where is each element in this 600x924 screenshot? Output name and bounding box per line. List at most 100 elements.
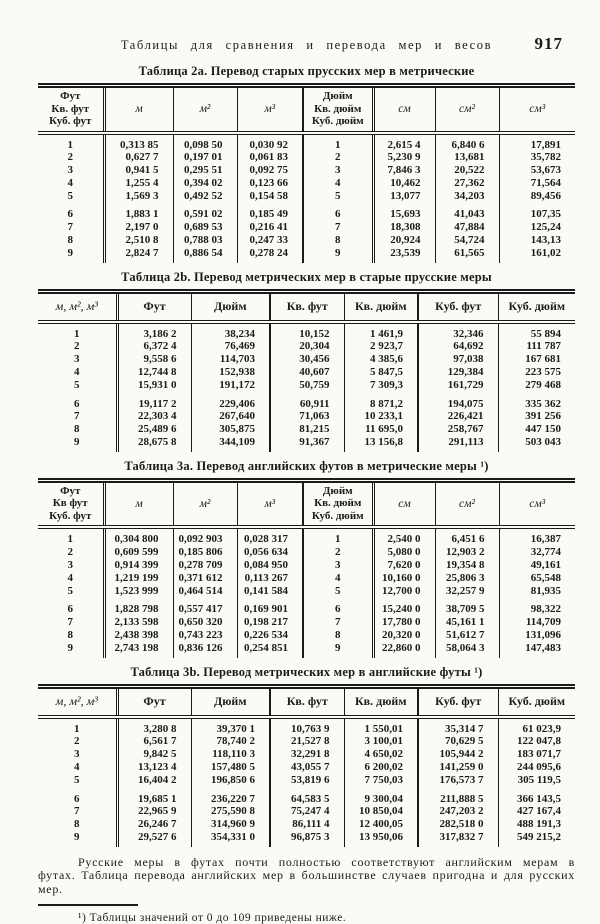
table-row: 8 25,489 6 305,875 81,215 11 695,0 258,767 447… <box>38 423 575 437</box>
table-cell: 141,259 0 <box>417 760 498 774</box>
table-cell: 114,703 <box>190 353 270 367</box>
table-cell: 12,744 8 <box>115 366 191 379</box>
table-cell: 0,394 02 <box>172 176 237 190</box>
col-header-m: м <box>102 480 173 530</box>
table-cell: 3 <box>74 353 80 366</box>
table-cell: 10 233,1 <box>343 410 418 424</box>
table-cell: 78,740 2 <box>190 735 270 749</box>
col-header-cm: см <box>371 85 435 135</box>
col-header-line: Кв. дюйм <box>314 102 362 115</box>
table-cell: 3,280 8 <box>115 716 191 736</box>
table-cell: 71,063 <box>269 410 344 424</box>
table-cell: 0,464 514 <box>172 584 237 598</box>
table-row: 8 26,246 7 314,960 9 86,111 4 12 400,05 282,5… <box>38 818 575 831</box>
table-cell: 2,197 0 <box>102 221 173 235</box>
col-header-line: Куб. фут <box>49 509 92 522</box>
table-cell: 2 <box>302 546 373 559</box>
table-cell: 19,354 8 <box>434 558 499 572</box>
table-cell: 96,875 3 <box>269 830 344 847</box>
col-header-cm3: см³ <box>498 85 575 135</box>
table-cell: 4 <box>67 571 74 584</box>
table-cell: 5 <box>74 773 80 786</box>
table-cell: 0,743 223 <box>172 628 237 642</box>
table-cell: 503 043 <box>497 436 575 452</box>
table-cell: 7 <box>67 221 74 234</box>
table-cell: 13,681 <box>434 151 499 165</box>
table-row: 5 1,523 999 0,464 514 0,141 584 5 12,700 0 32,… <box>38 584 575 598</box>
table-cell: 0,056 634 <box>236 546 303 559</box>
table-cell: 4 <box>302 571 373 585</box>
table-cell: 354,331 0 <box>190 830 270 847</box>
footnote: ¹) Таблицы значений от 0 до 109 приведен… <box>78 912 347 924</box>
table-cell: 5,230 9 <box>371 151 435 165</box>
table-cell: 19,685 1 <box>115 786 191 806</box>
table-cell: 5 <box>67 584 74 597</box>
col-header-cufoot: Куб. фут <box>417 291 498 324</box>
table-cell: 7 <box>302 616 373 629</box>
col-header-line: Куб. дюйм <box>311 115 364 127</box>
table-cell: 3 <box>67 164 74 177</box>
table-cell: 22,965 9 <box>115 805 191 819</box>
table-cell: 6 200,02 <box>343 760 418 774</box>
table-2a-body: 1 0,313 85 0,098 50 0,030 92 1 2,615 4 6,840 6… <box>38 132 575 263</box>
table-cell: 335 362 <box>497 391 575 411</box>
table-cell: 2,438 398 <box>102 628 173 642</box>
table-cell: 6 <box>74 397 80 410</box>
table-row: 8 2,438 398 0,743 223 0,226 534 8 20,320 0 51,… <box>38 628 575 642</box>
table-cell: 35,782 <box>498 151 575 165</box>
table-cell: 147,483 <box>498 641 575 658</box>
table-cell: 2,510 8 <box>102 234 173 247</box>
table-cell: 0,030 92 <box>236 132 303 152</box>
table-cell: 1 461,9 <box>343 321 418 341</box>
table-row: 9 29,527 6 354,331 0 96,875 3 13 950,06 317,8… <box>38 830 575 847</box>
col-header-line: Фут <box>60 484 81 497</box>
table-cell: 6 <box>67 603 74 616</box>
table-cell: 53,673 <box>498 164 575 177</box>
table-cell: 2 <box>302 151 373 165</box>
table-row: 6 19,117 2 229,406 60,911 8 871,2 194,075 335 … <box>38 391 575 411</box>
table-cell: 20,522 <box>434 164 499 177</box>
table-cell: 49,161 <box>498 558 575 572</box>
table-cell: 247,203 2 <box>417 805 498 819</box>
table-cell: 0,914 399 <box>102 558 173 572</box>
table-cell: 29,527 6 <box>115 830 191 847</box>
col-header-cm: см <box>371 480 435 530</box>
table-cell: 1 550,01 <box>343 716 418 736</box>
col-header-foot: Фут <box>115 686 191 719</box>
table-cell: 0,061 83 <box>236 151 303 165</box>
table-cell: 447 150 <box>497 423 575 437</box>
table-cell: 305 119,5 <box>497 773 575 787</box>
table-cell: 25,489 6 <box>115 423 191 437</box>
col-header-cm3: см³ <box>498 480 575 530</box>
table-cell: 0,092 75 <box>236 164 303 177</box>
col-header-cm2: см² <box>434 480 499 530</box>
col-header-cuinch: Куб. дюйм <box>497 686 575 719</box>
table-cell: 76,469 <box>190 340 270 354</box>
table-cell: 22,860 0 <box>371 641 435 658</box>
table-row: 5 1,569 3 0,492 52 0,154 58 5 13,077 34,203 89,… <box>38 189 575 203</box>
table-cell: 0,278 24 <box>236 246 303 263</box>
table-cell: 41,043 <box>434 202 499 222</box>
table-cell: 0,254 851 <box>236 641 303 658</box>
table-cell: 105,944 2 <box>417 748 498 761</box>
table-cell: 8 <box>302 234 373 247</box>
table-cell: 6 <box>302 202 373 222</box>
table-3b: м, м², м³ Фут Дюйм Кв. фут Кв. дюйм Куб.… <box>38 683 575 847</box>
table-cell: 6,561 7 <box>115 735 191 749</box>
table-cell: 7 <box>74 805 80 818</box>
table-cell: 47,884 <box>434 221 499 235</box>
table-cell: 488 191,3 <box>497 818 575 831</box>
table-cell: 11 695,0 <box>343 423 418 437</box>
table-cell: 6 <box>67 208 74 221</box>
table-cell: 2,615 4 <box>371 132 435 152</box>
table-cell: 64,692 <box>417 340 498 354</box>
table-cell: 8 <box>74 818 80 831</box>
table-cell: 55 894 <box>497 321 575 341</box>
table-cell: 61 023,9 <box>497 716 575 736</box>
table-cell: 18,308 <box>371 221 435 235</box>
table-cell: 291,113 <box>417 436 498 452</box>
footnote-separator <box>38 904 138 907</box>
table-cell: 0,197 01 <box>172 151 237 165</box>
